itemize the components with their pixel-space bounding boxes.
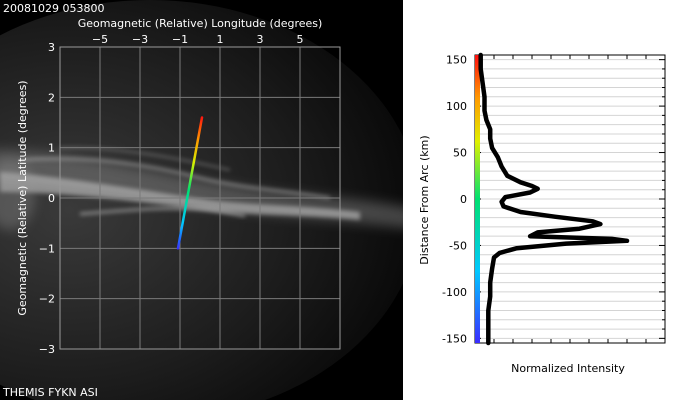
distance-tick-label: 150: [446, 54, 467, 67]
longitude-tick-label: −1: [172, 33, 188, 46]
distance-tick-label: -150: [442, 332, 467, 345]
longitude-axis-label: Geomagnetic (Relative) Longitude (degree…: [78, 17, 323, 30]
intensity-axis-label: Normalized Intensity: [511, 362, 625, 375]
latitude-tick-label: 1: [48, 142, 55, 155]
scan-line: [176, 116, 204, 250]
sky-map-tick-labels: −5 −3 −1 1 3 5 3 2 1 0 −1 −2 −3: [39, 33, 304, 356]
intensity-profile-line: [478, 52, 630, 346]
longitude-tick-label: −5: [92, 33, 108, 46]
distance-tick-label: 100: [446, 100, 467, 113]
latitude-tick-label: −1: [39, 242, 55, 255]
longitude-tick-label: −3: [132, 33, 148, 46]
distance-color-bar: [475, 55, 480, 343]
latitude-tick-label: 2: [48, 91, 55, 104]
latitude-axis-label: Geomagnetic (Relative) Latitude (degrees…: [16, 80, 29, 315]
aurora-image: [0, 0, 403, 400]
longitude-tick-label: 3: [257, 33, 264, 46]
distance-tick-label: -100: [442, 286, 467, 299]
longitude-tick-label: 5: [297, 33, 304, 46]
latitude-tick-label: −2: [39, 293, 55, 306]
instrument-caption: THEMIS FYKN ASI: [2, 386, 98, 399]
latitude-tick-label: 0: [48, 192, 55, 205]
distance-axis-label: Distance From Arc (km): [418, 135, 431, 264]
latitude-tick-label: −3: [39, 343, 55, 356]
distance-tick-label: 0: [460, 193, 467, 206]
longitude-tick-label: 1: [217, 33, 224, 46]
distance-tick-label: 50: [453, 147, 467, 160]
sky-map-frame: [59, 46, 341, 350]
distance-tick-label: -50: [449, 239, 467, 252]
profile-panel-background: [403, 0, 700, 400]
timestamp-label: 20081029 053800: [3, 2, 104, 15]
latitude-tick-label: 3: [48, 41, 55, 54]
